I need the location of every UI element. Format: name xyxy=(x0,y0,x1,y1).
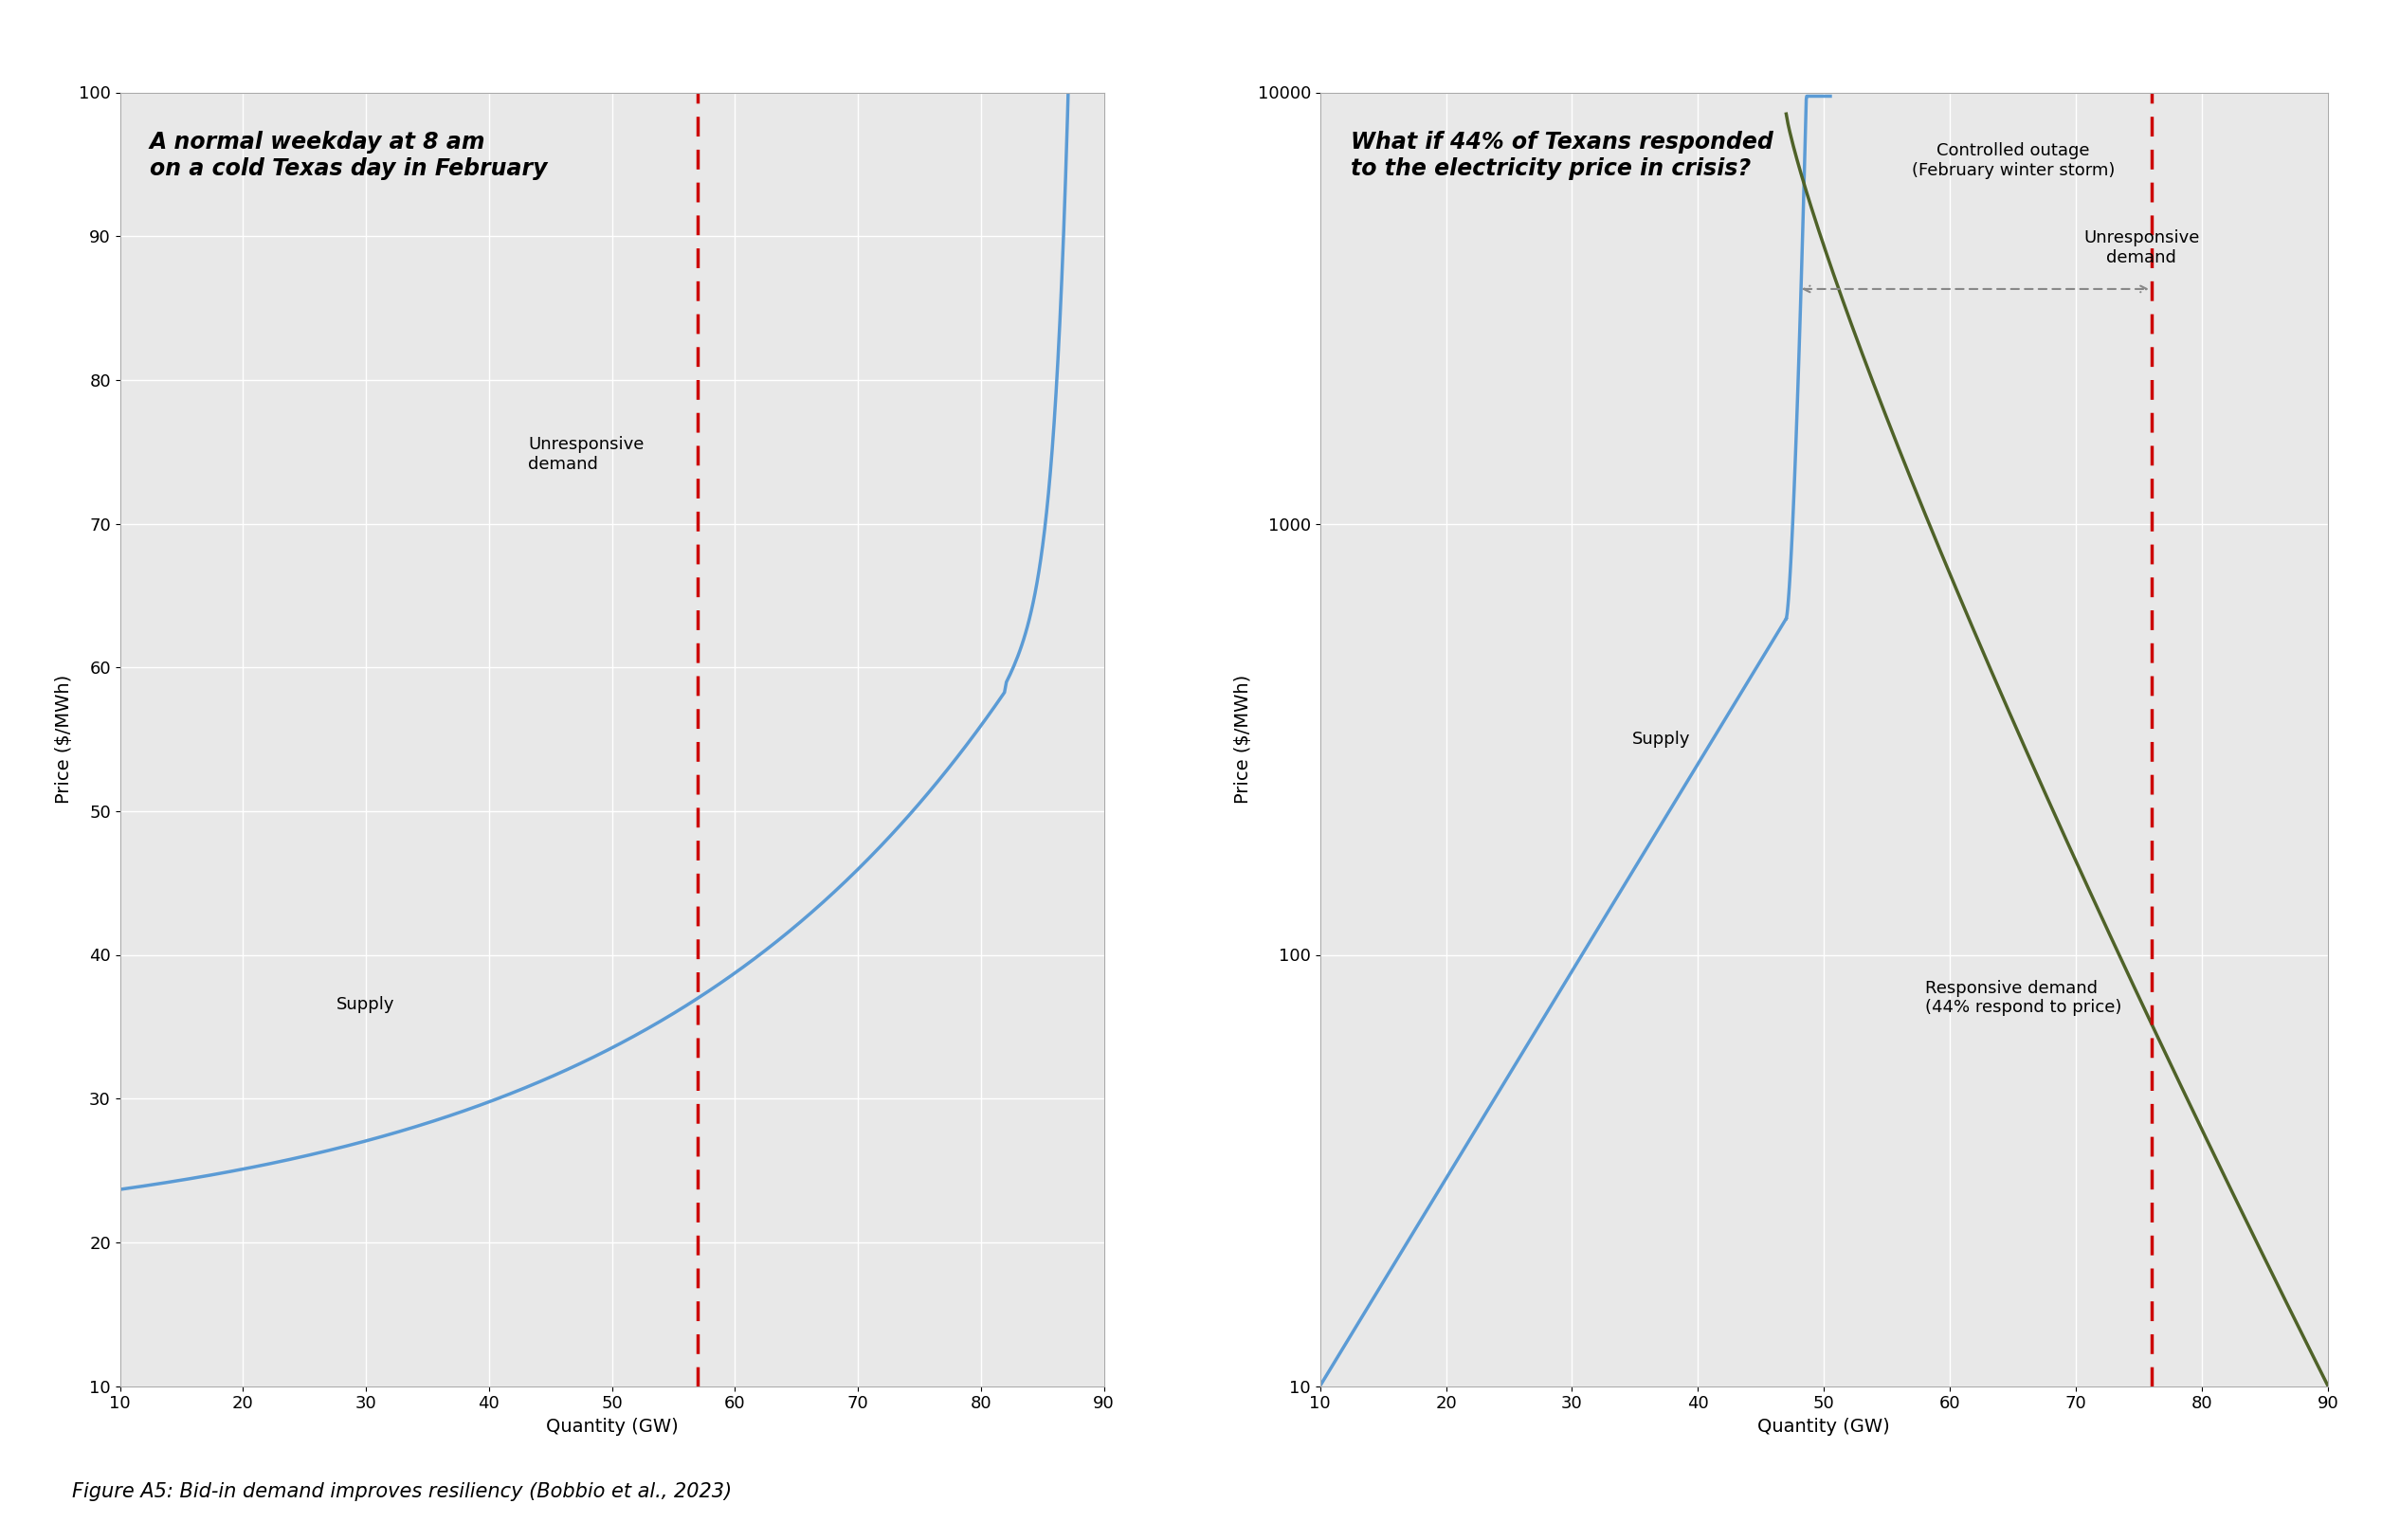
Y-axis label: Price ($/MWh): Price ($/MWh) xyxy=(55,675,74,804)
Text: Unresponsive
demand: Unresponsive demand xyxy=(2083,229,2198,266)
Text: Supply: Supply xyxy=(336,996,394,1013)
Text: Supply: Supply xyxy=(1632,730,1690,748)
Text: What if 44% of Texans responded
to the electricity price in crisis?: What if 44% of Texans responded to the e… xyxy=(1351,131,1774,180)
X-axis label: Quantity (GW): Quantity (GW) xyxy=(1757,1417,1891,1435)
Text: Controlled outage
(February winter storm): Controlled outage (February winter storm… xyxy=(1910,142,2114,179)
Text: Figure A5: Bid-in demand improves resiliency (Bobbio et al., 2023): Figure A5: Bid-in demand improves resili… xyxy=(72,1483,732,1502)
Text: Responsive demand
(44% respond to price): Responsive demand (44% respond to price) xyxy=(1925,979,2122,1016)
Text: A normal weekday at 8 am
on a cold Texas day in February: A normal weekday at 8 am on a cold Texas… xyxy=(149,131,547,180)
Text: Unresponsive
demand: Unresponsive demand xyxy=(528,436,643,473)
X-axis label: Quantity (GW): Quantity (GW) xyxy=(545,1417,679,1435)
Y-axis label: Price ($/MWh): Price ($/MWh) xyxy=(1234,675,1253,804)
